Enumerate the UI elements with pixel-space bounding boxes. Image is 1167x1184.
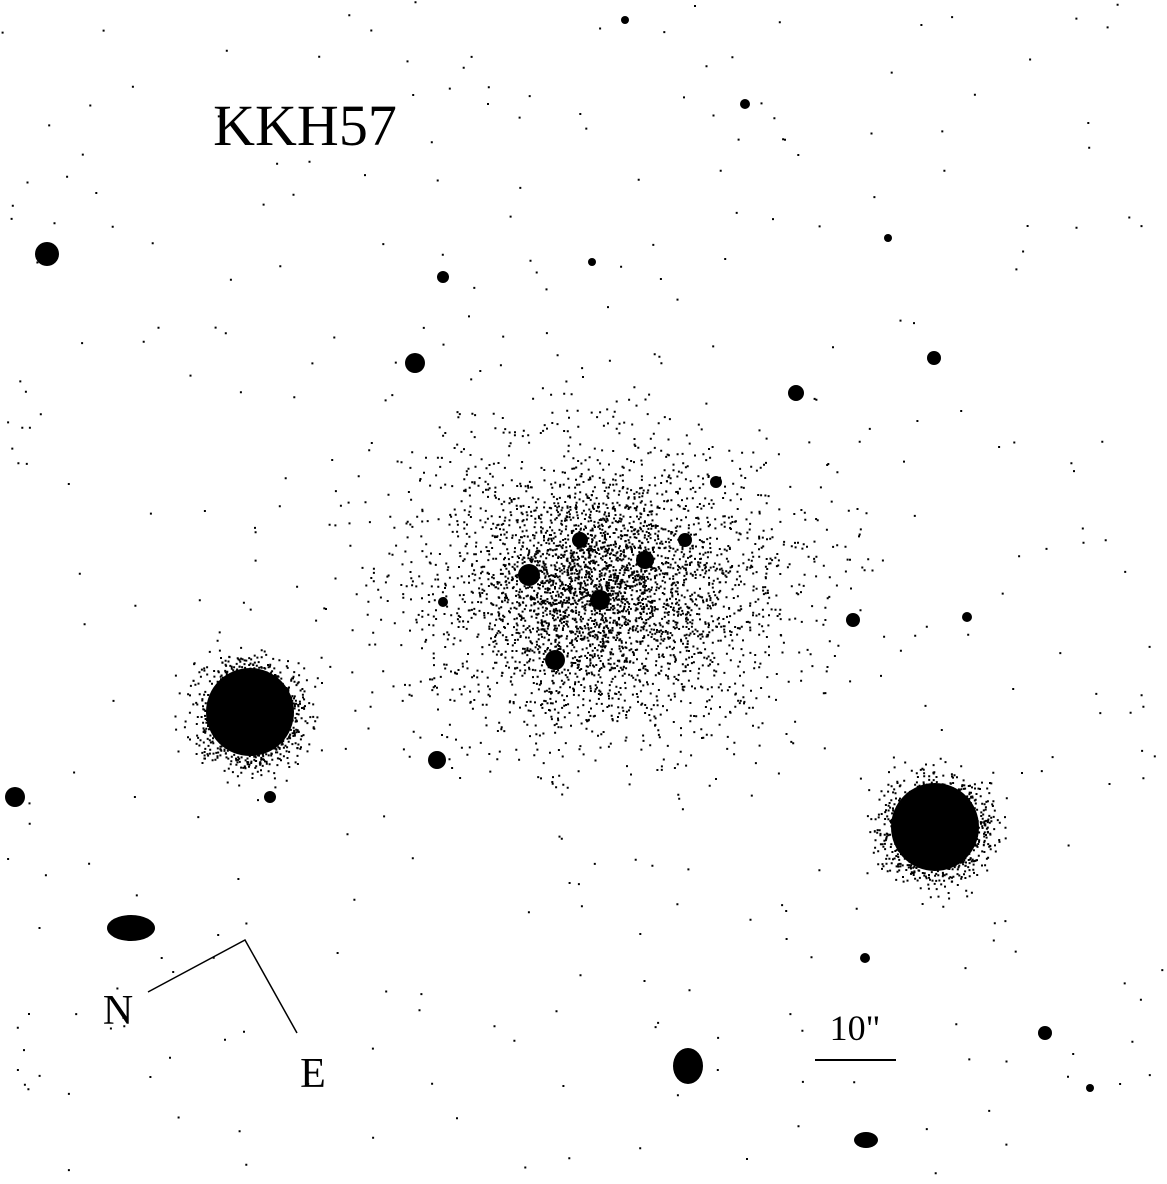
star [788,385,804,401]
page: {"title": "KKH57", "compass": {"north": … [0,0,1167,1184]
north-label: N [103,988,133,1034]
star [405,353,425,373]
star [860,953,870,963]
object-name: KKH57 [213,93,397,158]
star [884,234,892,242]
star [1038,1026,1052,1040]
star [437,271,449,283]
star [927,351,941,365]
star [588,258,596,266]
star [740,99,750,109]
scale-label: 10" [830,1008,881,1048]
star [1086,1084,1094,1092]
star [107,915,155,941]
star [854,1132,878,1148]
star [673,1048,703,1084]
star [264,791,276,803]
star [621,16,629,24]
east-label: E [300,1051,326,1097]
star [206,668,294,756]
star [5,787,25,807]
star [428,751,446,769]
star [846,613,860,627]
star [962,612,972,622]
sky-image: KKH57 N E 10" [0,0,1167,1184]
